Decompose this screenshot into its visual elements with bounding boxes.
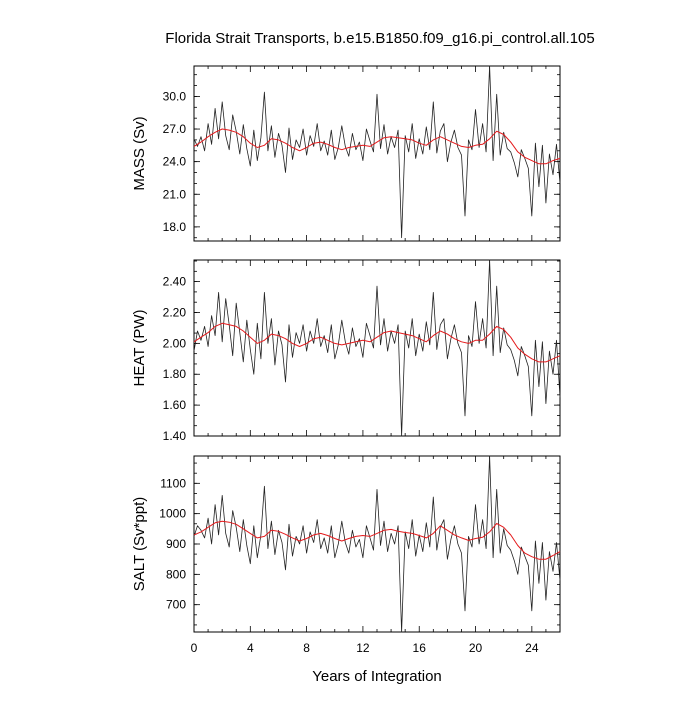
plot-frame [193,65,561,242]
y-tick-label: 2.20 [163,305,187,319]
y-tick-label: 700 [166,598,186,612]
x-tick-label: 8 [303,641,310,655]
x-tick-label: 4 [247,641,254,655]
y-tick-label: 30.0 [163,89,187,103]
series-line-smoothed [193,322,561,363]
y-axis-label: MASS (Sv) [131,116,148,190]
x-tick-label: 12 [356,641,370,655]
y-tick-label: 1.80 [163,367,187,381]
x-tick-label: 0 [191,641,198,655]
panel-2: 1.40 1.60 1.80 2.00 2.20 2.40 HEAT (PW) [131,259,561,443]
panel-3: 700 800 900 1000 1100 SALT (Sv*ppt) 0 4 8 12 16 20 2… [131,455,561,655]
x-tick-label: 24 [525,641,539,655]
x-axis-label: Years of Integration [312,668,442,685]
y-tick-label: 2.00 [163,336,187,350]
chart-title: Florida Strait Transports, b.e15.B1850.f… [165,30,595,47]
y-tick-label: 900 [166,537,186,551]
y-tick-label: 21.0 [163,187,187,201]
panel-1: 18.0 21.0 24.0 27.0 30.0 MASS (Sv) [131,65,561,242]
y-tick-label: 18.0 [163,220,187,234]
y-tick-label: 1100 [160,476,186,490]
series-line-raw [193,455,561,633]
y-axis-label: SALT (Sv*ppt) [131,497,148,591]
y-tick-label: 1.60 [163,398,187,412]
y-axis-label: HEAT (PW) [131,310,148,387]
y-tick-label: 800 [166,567,186,581]
series-line-smoothed [193,128,561,165]
y-tick-label: 2.40 [163,275,187,289]
y-tick-label: 1.40 [163,429,187,443]
series-line-raw [193,259,561,437]
series-line-smoothed [193,520,561,560]
x-tick-label: 16 [413,641,427,655]
x-tick-label: 20 [469,641,483,655]
y-tick-label: 27.0 [163,122,187,136]
y-tick-label: 1000 [159,507,186,521]
y-tick-label: 24.0 [163,155,187,169]
plot-frame [193,455,561,633]
series-line-raw [193,65,561,239]
